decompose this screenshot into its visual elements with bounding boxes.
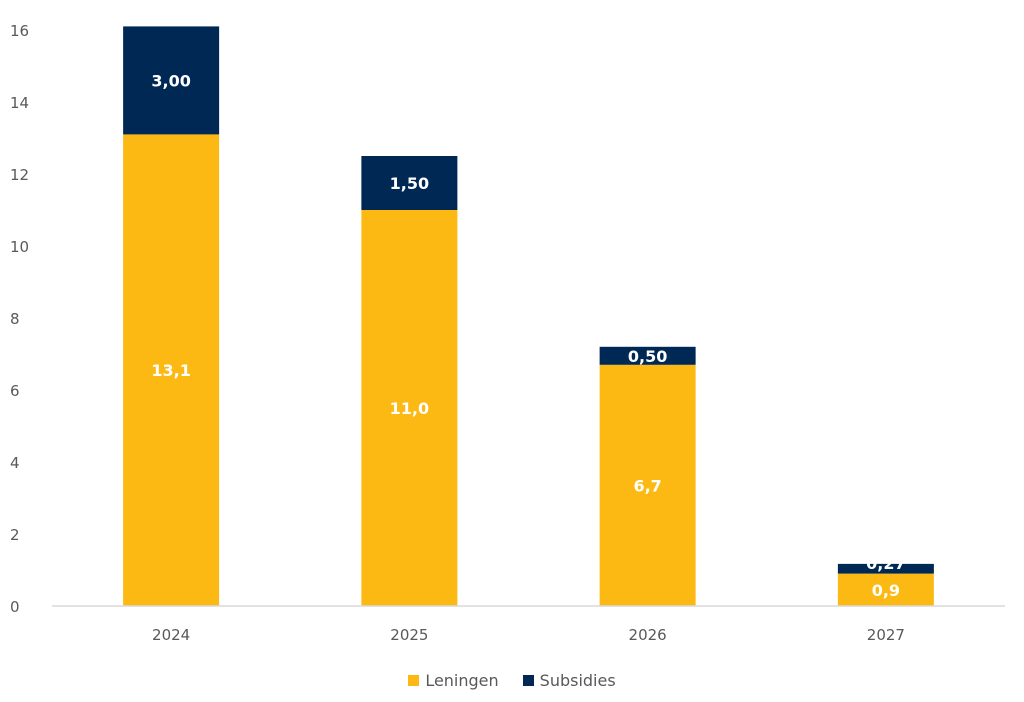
data-label-subsidies: 1,50: [390, 174, 429, 193]
bar-leningen-2026: [599, 364, 696, 606]
data-label-leningen: 13,1: [151, 361, 190, 380]
legend-item-subsidies: Subsidies: [522, 671, 616, 690]
y-axis: 0 2 4 6 8 10 12 14 16: [10, 22, 29, 616]
bar-leningen-2024: [123, 134, 220, 606]
data-label-subsidies: 0,27: [866, 554, 905, 573]
bar-subsidies-2025: [361, 156, 458, 210]
legend: Leningen Subsidies: [0, 671, 1024, 690]
bar-subsidies-2024: [123, 26, 220, 135]
bar-leningen-2027: [837, 573, 934, 606]
x-tick-label: 2026: [629, 626, 667, 644]
x-tick-label: 2027: [867, 626, 905, 644]
legend-item-leningen: Leningen: [408, 671, 499, 690]
y-tick-label: 12: [10, 166, 29, 184]
x-tick-label: 2024: [152, 626, 190, 644]
y-tick-label: 6: [10, 382, 20, 400]
x-axis: 2024 2025 2026 2027: [152, 626, 905, 644]
bar-leningen-2025: [361, 210, 458, 606]
data-label-leningen: 6,7: [633, 476, 661, 495]
data-label-leningen: 0,9: [872, 581, 900, 600]
legend-label-leningen: Leningen: [425, 671, 499, 690]
data-label-subsidies: 3,00: [151, 71, 190, 90]
y-tick-label: 4: [10, 454, 20, 472]
y-tick-label: 16: [10, 22, 29, 40]
legend-swatch-subsidies: [522, 675, 534, 686]
y-tick-label: 10: [10, 238, 29, 256]
y-tick-label: 2: [10, 526, 20, 544]
y-tick-label: 14: [10, 94, 29, 112]
legend-swatch-leningen: [408, 675, 420, 686]
bars: 13,1 3,00 11,0 1,50 6,7 0,50 0,9 0,27: [123, 26, 934, 606]
data-label-leningen: 11,0: [390, 399, 429, 418]
bar-subsidies-2027: [837, 563, 934, 574]
y-tick-label: 8: [10, 310, 20, 328]
data-label-subsidies: 0,50: [628, 347, 667, 366]
y-tick-label: 0: [10, 598, 20, 616]
x-tick-label: 2025: [390, 626, 428, 644]
legend-label-subsidies: Subsidies: [539, 671, 616, 690]
bar-subsidies-2026: [599, 346, 696, 365]
